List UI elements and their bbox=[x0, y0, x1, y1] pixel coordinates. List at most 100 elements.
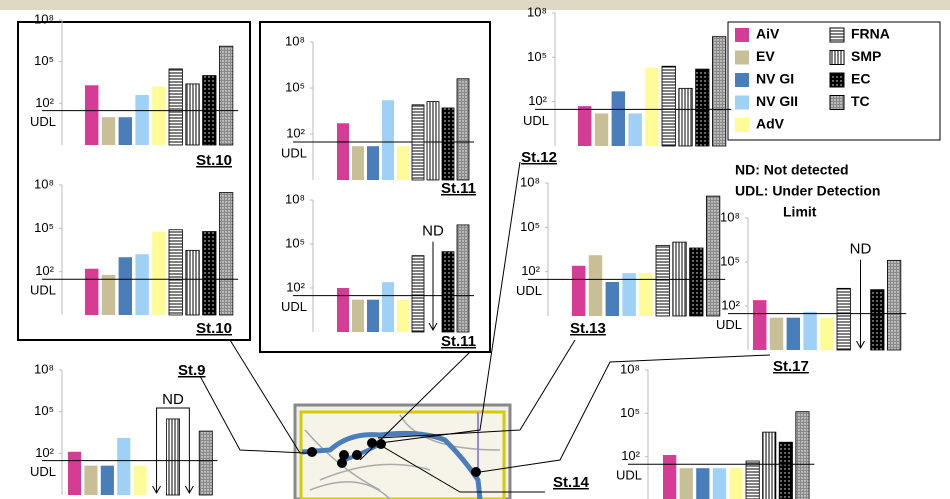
y-tick-label: 10² bbox=[35, 95, 54, 110]
bar bbox=[662, 66, 675, 146]
y-tick-label: 10⁵ bbox=[34, 403, 54, 418]
bar bbox=[199, 431, 212, 495]
bar bbox=[382, 282, 394, 332]
bar bbox=[729, 468, 742, 499]
bar bbox=[166, 419, 179, 495]
y-tick-label: 10² bbox=[621, 448, 640, 463]
bar bbox=[680, 468, 693, 499]
bar bbox=[803, 312, 816, 350]
y-tick-label: 10² bbox=[35, 263, 54, 278]
bar bbox=[779, 442, 792, 499]
bar bbox=[871, 290, 884, 350]
bar bbox=[442, 108, 454, 180]
bar bbox=[606, 282, 619, 316]
bar bbox=[337, 288, 349, 332]
y-tick-label: 10⁵ bbox=[34, 53, 54, 68]
y-tick-label: 10⁵ bbox=[34, 220, 54, 235]
y-tick-label: 10⁸ bbox=[34, 11, 54, 26]
udl-label: UDL bbox=[523, 113, 549, 128]
legend-swatch bbox=[735, 118, 749, 132]
note: Limit bbox=[783, 204, 817, 220]
y-tick-label: 10² bbox=[521, 263, 540, 278]
bar bbox=[85, 85, 98, 145]
y-tick-label: 10⁸ bbox=[34, 176, 54, 191]
bar bbox=[645, 68, 658, 146]
udl-label: UDL bbox=[516, 283, 542, 298]
y-tick-label: 10⁵ bbox=[527, 49, 547, 64]
station-title: St.11 bbox=[441, 333, 476, 350]
map bbox=[295, 405, 510, 499]
legend-swatch bbox=[830, 96, 844, 110]
legend-label: TC bbox=[851, 93, 870, 109]
legend-swatch bbox=[830, 51, 844, 65]
top-band bbox=[0, 0, 950, 10]
udl-label: UDL bbox=[716, 317, 742, 332]
bar bbox=[763, 432, 776, 499]
bar bbox=[770, 318, 783, 350]
bar bbox=[119, 257, 132, 315]
udl-label: UDL bbox=[616, 468, 642, 483]
nd-label: ND bbox=[162, 391, 184, 408]
y-tick-label: 10⁵ bbox=[720, 253, 740, 268]
figure: AiVEVNV GINV GIIAdVFRNASMPECTCND: Not de… bbox=[0, 0, 950, 499]
bar bbox=[746, 461, 759, 499]
legend-swatch bbox=[735, 96, 749, 110]
y-tick-label: 10² bbox=[721, 297, 740, 312]
bar bbox=[887, 260, 900, 350]
note: ND: Not detected bbox=[735, 162, 849, 178]
bar bbox=[595, 113, 608, 146]
bar bbox=[713, 468, 726, 499]
bar bbox=[68, 452, 81, 495]
bar bbox=[589, 255, 602, 316]
station-title: St.10 bbox=[196, 320, 232, 337]
bar bbox=[656, 245, 669, 316]
bar bbox=[572, 266, 585, 316]
y-tick-label: 10² bbox=[528, 93, 547, 108]
bar bbox=[135, 95, 148, 145]
bar bbox=[690, 248, 703, 316]
station-chart: 10²10⁵10⁸UDLNDSt.11 bbox=[281, 191, 476, 350]
y-tick-label: 10⁵ bbox=[520, 219, 540, 234]
bar bbox=[712, 37, 725, 146]
station-title: St.17 bbox=[773, 358, 809, 375]
station-title: St.9 bbox=[178, 362, 206, 379]
bar bbox=[696, 69, 709, 146]
bar bbox=[820, 318, 833, 350]
station-title: St.10 bbox=[196, 152, 232, 169]
bar bbox=[102, 275, 115, 315]
bar bbox=[706, 196, 719, 316]
bar bbox=[663, 455, 676, 499]
bar bbox=[135, 254, 148, 315]
y-tick-label: 10² bbox=[35, 445, 54, 460]
bar bbox=[696, 468, 709, 499]
bar bbox=[753, 300, 766, 350]
bar bbox=[219, 193, 232, 315]
legend-swatch bbox=[735, 28, 749, 42]
bar bbox=[101, 466, 114, 495]
y-tick-label: 10⁸ bbox=[720, 209, 740, 224]
nd-label: ND bbox=[422, 223, 444, 240]
udl-label: UDL bbox=[30, 114, 56, 129]
bar bbox=[186, 84, 199, 145]
bar bbox=[412, 256, 424, 332]
bar bbox=[134, 466, 147, 495]
y-tick-label: 10² bbox=[286, 125, 305, 140]
bar bbox=[796, 412, 809, 499]
y-tick-label: 10⁸ bbox=[285, 33, 305, 48]
bar bbox=[84, 466, 97, 495]
station-title: St.14 bbox=[553, 474, 590, 491]
bar bbox=[169, 69, 182, 145]
udl-label: UDL bbox=[281, 145, 307, 160]
bar bbox=[457, 79, 469, 180]
bar bbox=[117, 438, 130, 495]
bar bbox=[679, 88, 692, 146]
bar bbox=[367, 300, 379, 332]
y-tick-label: 10⁵ bbox=[285, 235, 305, 250]
bar bbox=[85, 269, 98, 315]
y-tick-label: 10⁸ bbox=[620, 361, 640, 376]
